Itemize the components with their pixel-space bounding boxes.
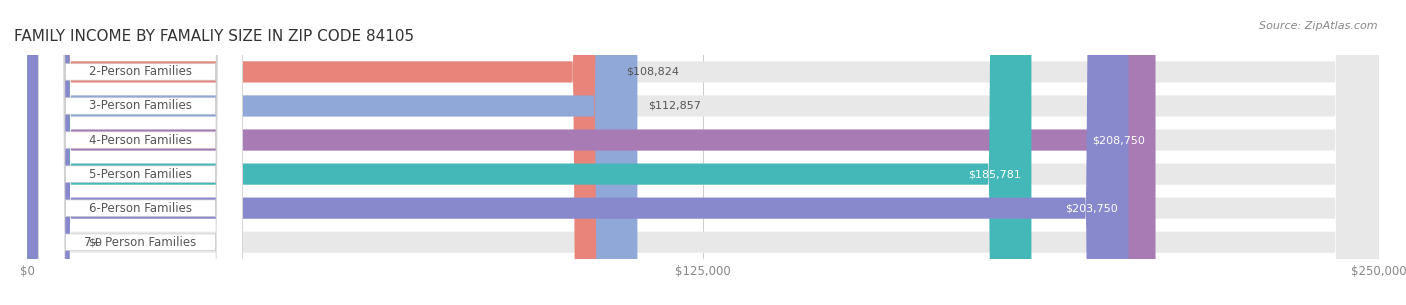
Text: $0: $0	[89, 237, 103, 247]
Text: 6-Person Families: 6-Person Families	[89, 202, 193, 215]
FancyBboxPatch shape	[38, 0, 243, 305]
FancyBboxPatch shape	[28, 0, 1378, 305]
FancyBboxPatch shape	[28, 0, 1129, 305]
FancyBboxPatch shape	[28, 0, 1378, 305]
FancyBboxPatch shape	[38, 0, 243, 305]
FancyBboxPatch shape	[28, 0, 1032, 305]
Text: $203,750: $203,750	[1064, 203, 1118, 213]
Text: $185,781: $185,781	[967, 169, 1021, 179]
FancyBboxPatch shape	[28, 0, 1156, 305]
FancyBboxPatch shape	[38, 0, 243, 305]
FancyBboxPatch shape	[28, 0, 1378, 305]
Text: FAMILY INCOME BY FAMALIY SIZE IN ZIP CODE 84105: FAMILY INCOME BY FAMALIY SIZE IN ZIP COD…	[14, 29, 415, 44]
FancyBboxPatch shape	[28, 0, 616, 305]
Text: $208,750: $208,750	[1092, 135, 1144, 145]
Text: 3-Person Families: 3-Person Families	[89, 99, 193, 113]
Text: Source: ZipAtlas.com: Source: ZipAtlas.com	[1260, 21, 1378, 31]
FancyBboxPatch shape	[38, 0, 243, 305]
Text: 2-Person Families: 2-Person Families	[89, 66, 193, 78]
Text: $108,824: $108,824	[627, 67, 679, 77]
FancyBboxPatch shape	[38, 0, 243, 305]
FancyBboxPatch shape	[28, 0, 637, 305]
FancyBboxPatch shape	[38, 0, 243, 305]
FancyBboxPatch shape	[28, 0, 1378, 305]
FancyBboxPatch shape	[28, 0, 1378, 305]
Text: 7+ Person Families: 7+ Person Families	[84, 236, 197, 249]
Text: 4-Person Families: 4-Person Families	[89, 134, 193, 146]
Text: 5-Person Families: 5-Person Families	[89, 168, 193, 181]
Text: $112,857: $112,857	[648, 101, 702, 111]
FancyBboxPatch shape	[28, 0, 1378, 305]
